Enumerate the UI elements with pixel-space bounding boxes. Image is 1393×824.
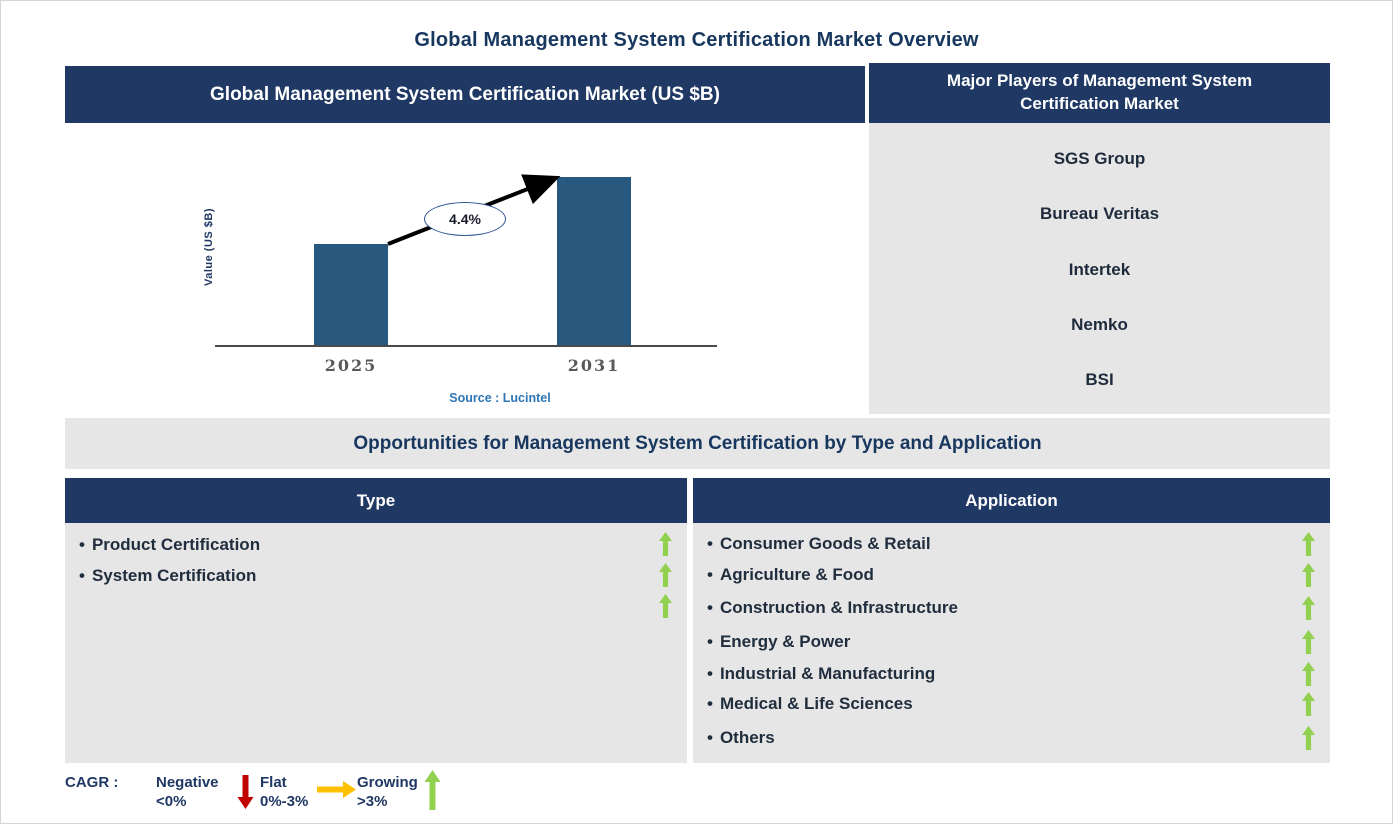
- application-item: Consumer Goods & Retail: [707, 532, 931, 556]
- application-item: Medical & Life Sciences: [707, 692, 913, 716]
- company-name: SGS Group: [1053, 149, 1146, 168]
- type-item: System Certification: [79, 564, 256, 588]
- growing-arrow-icon: [658, 594, 673, 618]
- legend-entry-name: Negative: [156, 774, 219, 791]
- bar-2025: [314, 244, 388, 345]
- company-name: Nemko: [1071, 314, 1128, 334]
- cagr-annotation: 4.4%: [424, 202, 506, 236]
- growing-arrow-icon: [1301, 726, 1316, 750]
- source-attribution: Source : Lucintel: [449, 391, 551, 405]
- application-item: Construction & Infrastructure: [707, 596, 958, 620]
- bar-2031: [557, 177, 631, 345]
- major-players-list: SGS Group Bureau Veritas Intertek Nemko …: [869, 123, 1330, 414]
- growing-arrow-icon: [1301, 532, 1316, 556]
- legend-entry-name: Growing: [357, 774, 418, 791]
- growing-arrow-icon: [1301, 563, 1316, 587]
- type-column-header: Type: [65, 478, 687, 523]
- legend-entry-flat: Flat 0%-3%: [260, 773, 308, 811]
- legend-entry-range: >3%: [357, 793, 388, 810]
- x-tick-2031: 2031: [567, 356, 621, 375]
- legend-entry-name: Flat: [260, 774, 287, 791]
- legend-entry-growing: Growing >3%: [357, 773, 418, 811]
- type-item: Product Certification: [79, 533, 260, 557]
- growth-arrow-icon: [387, 174, 561, 246]
- x-axis-line: [215, 345, 717, 347]
- company-name: Bureau Veritas: [1039, 204, 1160, 224]
- x-tick-2025: 2025: [324, 356, 378, 375]
- legend-entry-range: 0%-3%: [260, 793, 309, 810]
- growing-arrow-icon: [1301, 692, 1316, 716]
- legend-entry-negative: Negative <0%: [156, 773, 219, 811]
- flat-right-arrow-icon: [317, 781, 356, 798]
- market-bar-chart: Value (US $B) 4.4% 2025 2031 Source : Lu…: [65, 123, 865, 414]
- application-item: Agriculture & Food: [707, 563, 874, 587]
- application-item: Energy & Power: [707, 630, 850, 654]
- growing-arrow-icon: [1301, 662, 1316, 686]
- company-name: BSI: [1085, 370, 1114, 389]
- negative-down-arrow-icon: [237, 775, 254, 809]
- growing-arrow-icon: [658, 532, 673, 556]
- growing-arrow-icon: [658, 563, 673, 587]
- growing-arrow-icon: [1301, 630, 1316, 654]
- growing-arrow-icon: [1301, 596, 1316, 620]
- page-title: Global Management System Certification M…: [414, 29, 979, 51]
- legend-entry-range: <0%: [156, 793, 187, 810]
- application-item: Industrial & Manufacturing: [707, 662, 935, 686]
- type-list: Product Certification System Certificati…: [65, 523, 687, 763]
- company-name: Intertek: [1068, 259, 1131, 279]
- application-list: Consumer Goods & Retail Agriculture & Fo…: [693, 523, 1330, 763]
- major-players-header: Major Players of Management System Certi…: [869, 63, 1330, 123]
- cagr-legend-label: CAGR :: [65, 774, 119, 791]
- application-item: Others: [707, 726, 775, 750]
- opportunities-banner: Opportunities for Management System Cert…: [65, 418, 1330, 469]
- growing-up-arrow-icon: [424, 770, 441, 810]
- market-chart-header: Global Management System Certification M…: [65, 66, 865, 123]
- application-column-header: Application: [693, 478, 1330, 523]
